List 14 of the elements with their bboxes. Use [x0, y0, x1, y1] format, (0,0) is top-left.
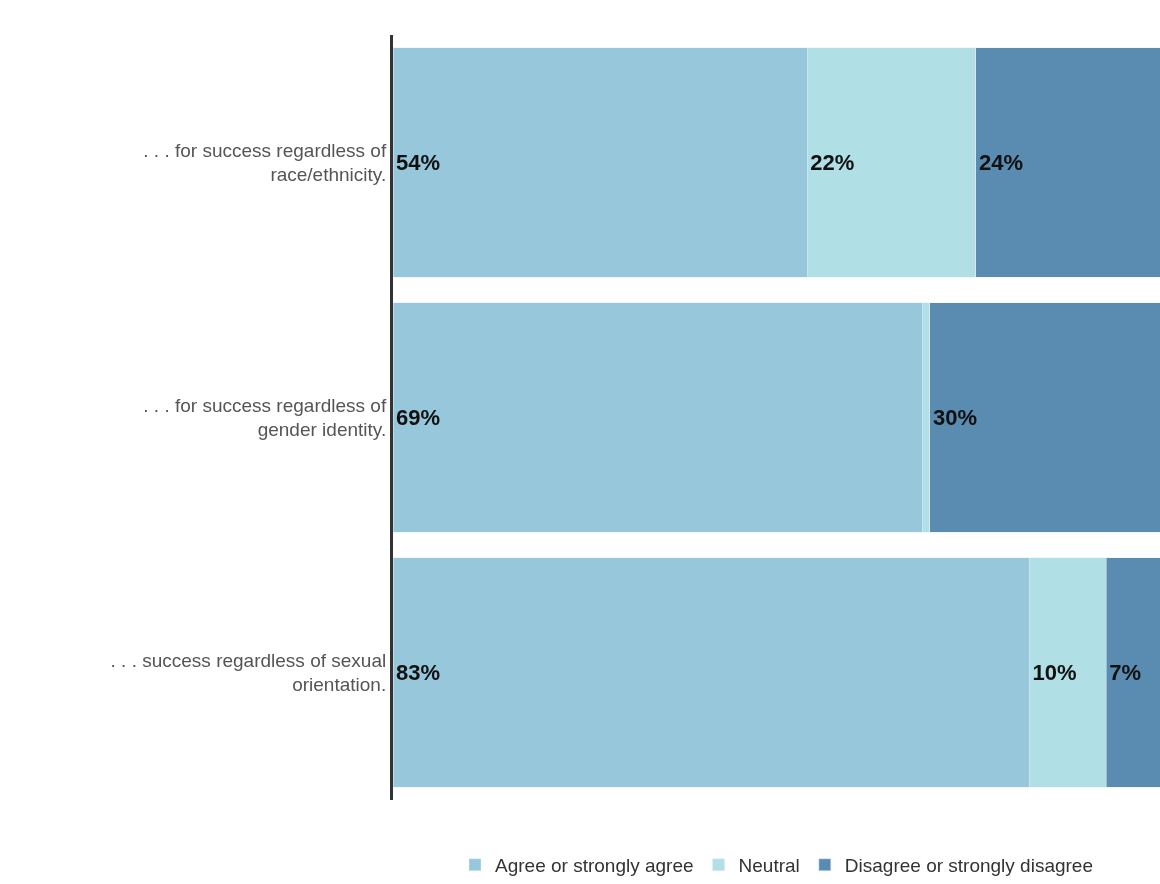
- legend-label: Agree or strongly agree: [495, 855, 694, 877]
- y-tick-label: . . . for success regardless of race/ethnicity.: [143, 139, 387, 186]
- data-label: 83%: [396, 660, 441, 685]
- y-tick-label: . . . for success regardless of gender identity.: [143, 394, 387, 441]
- data-label: 10%: [1032, 660, 1077, 685]
- data-label: 30%: [932, 405, 977, 430]
- legend-label: Neutral: [738, 855, 800, 877]
- data-label: 24%: [978, 150, 1023, 175]
- y-tick-label: . . . success regardless of sexual orientation.: [110, 649, 387, 696]
- data-label: 69%: [396, 405, 441, 430]
- data-label: 22%: [810, 150, 855, 175]
- legend-label: Disagree or strongly disagree: [844, 855, 1093, 877]
- data-label: 7%: [1109, 660, 1142, 685]
- data-label: 54%: [396, 150, 441, 175]
